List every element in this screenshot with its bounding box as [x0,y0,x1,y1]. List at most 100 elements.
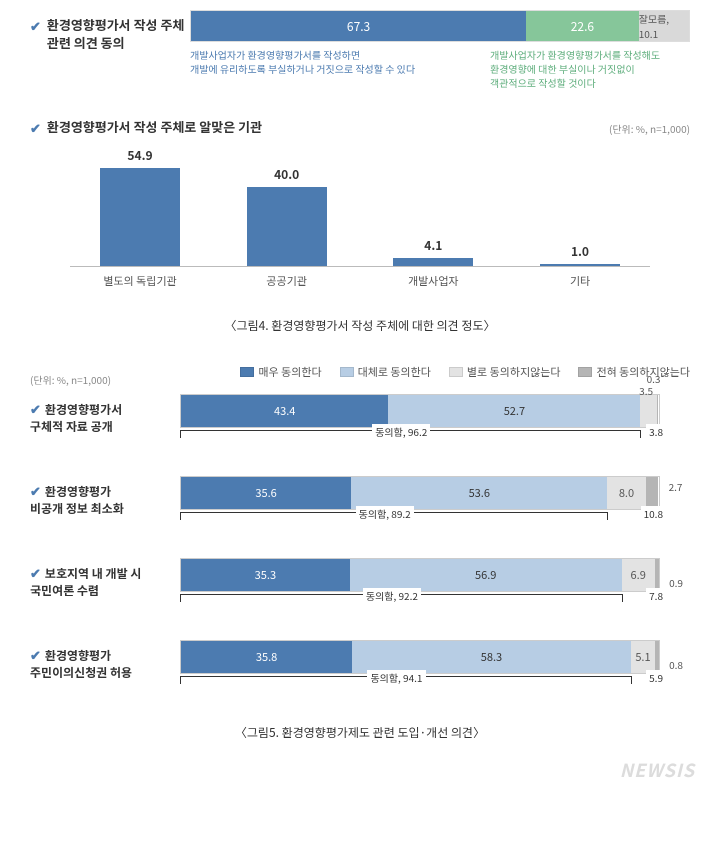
s3-legend: 매우 동의한다 대체로 동의한다 별로 동의하지않는다 전혀 동의하지않는다 [240,364,690,380]
s1-title: ✔ 환경영향평가서 작성 주체 관련 의견 동의 [30,10,190,52]
s3-segment: 6.9 [622,559,655,591]
legend-swatch [578,367,592,377]
figure4-caption: 〈그림4. 환경영향평가서 작성 주체에 대한 의견 정도〉 [30,317,690,334]
s3-segment: 53.6 [351,477,607,509]
s2-bar [540,264,620,266]
s3-segment: 52.7 [388,395,640,427]
s3-segment: 2.7 [646,477,659,509]
s3-agree-total: 동의함, 96.2 [372,424,430,439]
s1-segment: 22.6 [526,11,639,41]
check-icon: ✔ [30,16,41,35]
s3-item: ✔보호지역 내 개발 시국민여론 수렴35.356.96.90.9동의함, 92… [30,558,690,614]
legend-item: 매우 동의한다 [240,364,321,380]
check-icon: ✔ [30,399,41,418]
s2-value-label: 40.0 [274,166,299,183]
figure5-caption: 〈그림5. 환경영향평가제도 관련 도입·개선 의견〉 [30,724,690,741]
s3-item: ✔환경영향평가주민이의신청권 허용35.858.35.10.8동의함, 94.1… [30,640,690,696]
check-icon: ✔ [30,563,41,582]
section3: (단위: %, n=1,000) 매우 동의한다 대체로 동의한다 별로 동의하지않… [30,364,690,696]
s3-outside-label: 2.7 [669,479,683,494]
s3-segment: 5.1 [631,641,655,673]
s3-bracket: 동의함, 92.27.8 [180,594,660,614]
s3-segment: 0.3 [657,395,658,427]
s2-bar-col: 1.0 [510,147,650,266]
s2-value-label: 1.0 [571,243,589,260]
s3-agree-total: 동의함, 92.2 [363,588,421,603]
s1-segment: 잘모름, 10.1 [639,11,689,41]
s2-value-label: 54.9 [127,147,152,164]
legend-item: 대체로 동의한다 [340,364,431,380]
s2-category-label: 개발사업자 [363,273,503,289]
s3-bracket: 동의함, 94.15.9 [180,676,660,696]
s3-item-title: ✔보호지역 내 개발 시국민여론 수렴 [30,558,180,600]
s3-outside-label: 0.8 [669,657,683,672]
s2-category-label: 별도의 독립기관 [70,273,210,289]
s2-bar-col: 40.0 [217,147,357,266]
legend-swatch [240,367,254,377]
s2-bar [247,187,327,266]
s3-segment: 43.4 [181,395,388,427]
s2-bar [100,168,180,266]
s3-agree-total: 동의함, 89.2 [356,506,414,521]
s3-item-title: ✔환경영향평가비공개 정보 최소화 [30,476,180,518]
s3-unit: (단위: %, n=1,000) [30,372,111,387]
s3-outside-label: 0.9 [669,575,683,590]
s3-disagree-total: 7.8 [646,588,666,603]
check-icon: ✔ [30,118,41,137]
s1-segment: 67.3 [191,11,526,41]
legend-item: 전혀 동의하지않는다 [578,364,690,380]
s3-stacked-bar: 35.653.68.02.7 [180,476,660,510]
legend-swatch [449,367,463,377]
s3-segment: 56.9 [350,559,622,591]
legend-label: 대체로 동의한다 [358,364,431,380]
s3-item-title: ✔환경영향평가서구체적 자료 공개 [30,394,180,436]
s1-title-line2: 관련 의견 동의 [47,33,125,52]
s3-bracket: 동의함, 96.23.8 [180,430,660,450]
s2-value-label: 4.1 [424,237,442,254]
s1-captions: 개발사업자가 환경영향평가서를 작성하면 개발에 유리하도록 부실하거나 거짓으… [190,48,690,90]
section1: ✔ 환경영향평가서 작성 주체 관련 의견 동의 67.322.6잘모름, 10… [30,10,690,90]
s3-segment: 0.9 [655,559,659,591]
legend-swatch [340,367,354,377]
s3-bracket: 동의함, 89.210.8 [180,512,660,532]
s2-category-label: 기타 [510,273,650,289]
legend-label: 전혀 동의하지않는다 [596,364,690,380]
s3-stacked-bar: 43.452.73.50.3 [180,394,660,428]
s3-outside-label: 0.3 [647,371,661,386]
s3-disagree-total: 5.9 [646,670,666,685]
s3-disagree-total: 10.8 [641,506,666,521]
s3-segment: 0.8 [655,641,659,673]
s2-unit: (단위: %, n=1,000) [609,121,690,136]
s2-bar [393,258,473,266]
s2-bar-col: 54.9 [70,147,210,266]
check-icon: ✔ [30,481,41,500]
s3-item: ✔환경영향평가서구체적 자료 공개43.452.73.50.3동의함, 96.2… [30,394,690,450]
s3-segment: 35.3 [181,559,350,591]
s3-item-title: ✔환경영향평가주민이의신청권 허용 [30,640,180,682]
s3-segment: 58.3 [352,641,631,673]
s1-caption-blue: 개발사업자가 환경영향평가서를 작성하면 개발에 유리하도록 부실하거나 거짓으… [190,48,490,90]
s2-bar-col: 4.1 [363,147,503,266]
s3-stacked-bar: 35.858.35.10.8 [180,640,660,674]
s2-chart: 54.9 40.0 4.1 1.0 별도의 독립기관 공공기관 개발사업자 기타 [30,147,690,289]
s3-segment: 8.0 [607,477,645,509]
s3-item: ✔환경영향평가비공개 정보 최소화35.653.68.02.7동의함, 89.2… [30,476,690,532]
s1-title-line1: 환경영향평가서 작성 주체 [47,15,184,34]
s3-agree-total: 동의함, 94.1 [367,670,425,685]
legend-item: 별로 동의하지않는다 [449,364,561,380]
s1-stacked-bar: 67.322.6잘모름, 10.1 [190,10,690,42]
s3-segment: 3.5 [640,395,657,427]
watermark: NEWSIS [620,757,695,783]
s3-disagree-total: 3.8 [646,424,666,439]
s2-title: ✔ 환경영향평가서 작성 주체로 알맞은 기관 [30,118,262,137]
section2: ✔ 환경영향평가서 작성 주체로 알맞은 기관 (단위: %, n=1,000)… [30,118,690,289]
s1-bar-area: 67.322.6잘모름, 10.1 개발사업자가 환경영향평가서를 작성하면 개… [190,10,690,90]
s3-stacked-bar: 35.356.96.90.9 [180,558,660,592]
legend-label: 매우 동의한다 [258,364,321,380]
s1-caption-green: 개발사업자가 환경영향평가서를 작성해도 환경영향에 대한 부실이나 거짓없이 … [490,48,690,90]
s3-segment: 35.8 [181,641,352,673]
s3-segment: 35.6 [181,477,351,509]
legend-label: 별로 동의하지않는다 [467,364,561,380]
check-icon: ✔ [30,645,41,664]
s2-category-label: 공공기관 [217,273,357,289]
